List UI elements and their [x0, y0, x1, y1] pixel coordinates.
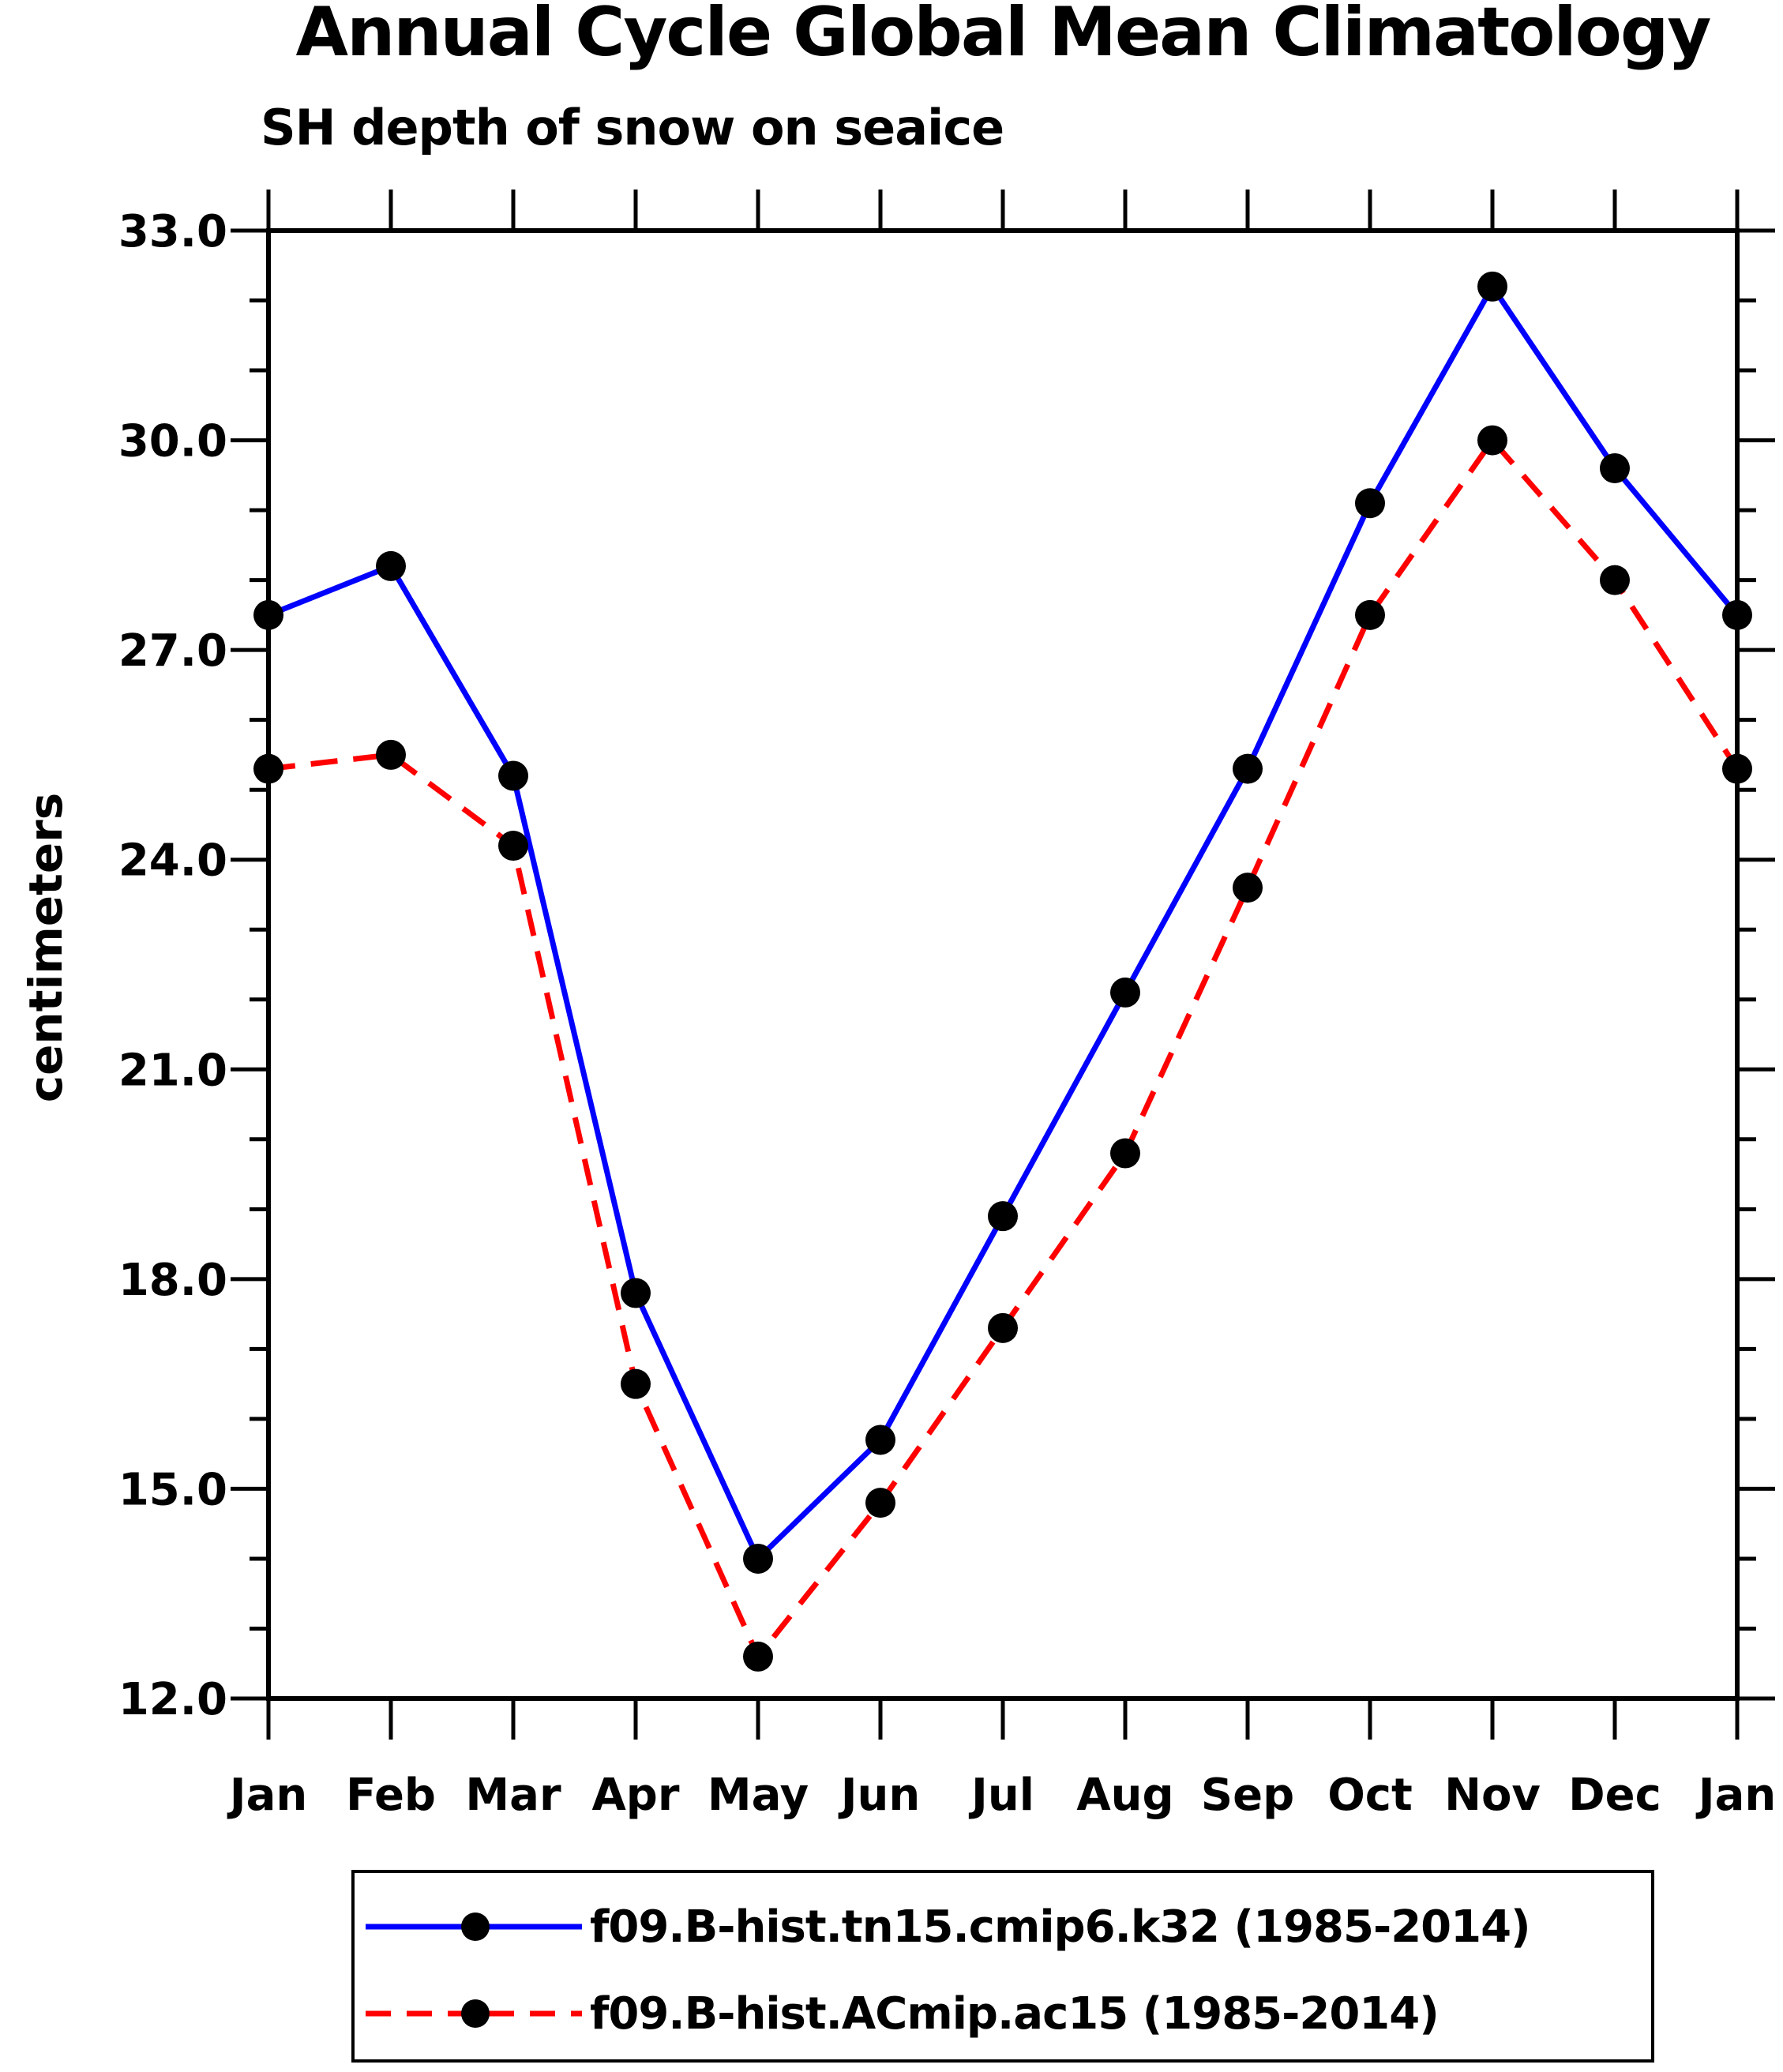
data-point-marker [621, 1368, 651, 1399]
legend-line-sample-icon [366, 1999, 582, 2028]
chart-subtitle: SH depth of snow on seaice [261, 99, 1004, 156]
x-axis-tick-label: Sep [1201, 1770, 1294, 1821]
y-axis-tick-label: 30.0 [118, 416, 227, 467]
data-point-marker [1600, 452, 1630, 483]
data-point-marker [1110, 977, 1140, 1008]
data-point-marker [1477, 425, 1507, 456]
y-axis-tick-label: 21.0 [118, 1045, 227, 1096]
data-point-marker [743, 1543, 773, 1574]
data-point-marker [1722, 753, 1752, 784]
data-point-marker [1233, 753, 1263, 784]
data-point-marker [376, 550, 406, 581]
data-point-marker [498, 831, 528, 861]
legend-sample-marker [461, 1912, 490, 1941]
data-point-marker [988, 1312, 1018, 1343]
x-axis-tick-label: Oct [1327, 1770, 1413, 1821]
x-axis-tick-label: Jan [227, 1770, 308, 1821]
x-axis-tick-label: Nov [1444, 1770, 1541, 1821]
legend-sample-marker [461, 1999, 490, 2028]
legend-label: f09.B-hist.tn15.cmip6.k32 (1985-2014) [590, 1901, 1531, 1953]
legend-line-sample-icon [366, 1912, 582, 1941]
x-axis-tick-label: Jul [968, 1770, 1034, 1821]
y-axis-tick-label: 12.0 [118, 1674, 227, 1725]
x-axis-tick-label: Dec [1568, 1770, 1661, 1821]
data-point-marker [743, 1641, 773, 1672]
x-axis-tick-label: Apr [591, 1770, 679, 1821]
x-axis-tick-label: Jun [838, 1770, 921, 1821]
data-point-marker [253, 599, 283, 630]
data-point-marker [253, 753, 283, 784]
data-point-marker [1477, 271, 1507, 302]
data-point-marker [1600, 565, 1630, 595]
data-point-marker [1233, 873, 1263, 903]
y-axis-tick-label: 15.0 [118, 1464, 227, 1515]
data-point-marker [1355, 488, 1385, 519]
data-point-marker [1355, 599, 1385, 630]
y-axis-tick-label: 18.0 [118, 1255, 227, 1306]
x-axis-tick-label: Mar [465, 1770, 561, 1821]
legend-item-series-2: f09.B-hist.ACmip.ac15 (1985-2014) [362, 1988, 1440, 2040]
data-point-marker [1110, 1138, 1140, 1169]
series-line-2 [268, 435, 1740, 1662]
data-point-marker [865, 1424, 895, 1455]
data-point-marker [376, 739, 406, 770]
data-point-marker [865, 1488, 895, 1518]
x-axis-tick-label: May [708, 1770, 809, 1821]
legend-item-series-1: f09.B-hist.tn15.cmip6.k32 (1985-2014) [362, 1901, 1531, 1953]
x-axis-tick-label: Aug [1076, 1770, 1173, 1821]
data-point-marker [621, 1278, 651, 1308]
y-axis-tick-label: 24.0 [118, 835, 227, 887]
x-axis-tick-label: Jan [1695, 1770, 1777, 1821]
data-point-marker [988, 1201, 1018, 1232]
series-line-1 [267, 281, 1740, 1563]
x-axis-tick-label: Feb [346, 1770, 436, 1821]
legend-label: f09.B-hist.ACmip.ac15 (1985-2014) [590, 1988, 1440, 2040]
y-axis-tick-label: 27.0 [118, 625, 227, 677]
legend: f09.B-hist.tn15.cmip6.k32 (1985-2014) f0… [351, 1870, 1654, 2063]
data-point-marker [1722, 599, 1752, 630]
data-point-marker [498, 760, 528, 791]
y-axis-tick-label: 33.0 [118, 206, 227, 257]
chart-title: Annual Cycle Global Mean Climatology [295, 0, 1712, 72]
